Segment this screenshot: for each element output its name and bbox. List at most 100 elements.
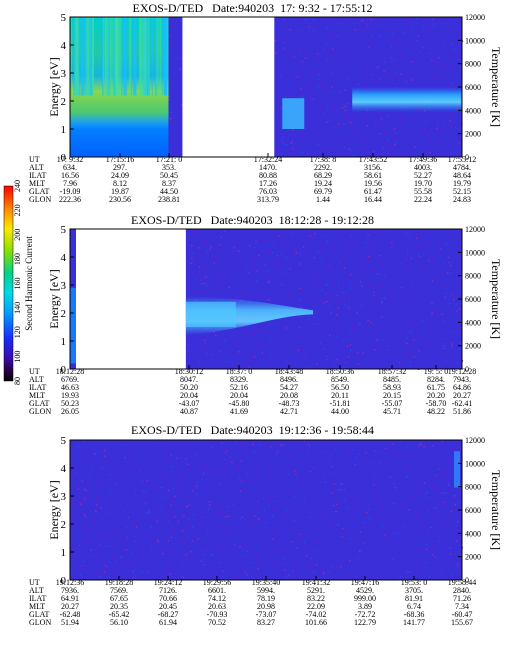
- table-cell: 2292.: [314, 163, 332, 172]
- table-cell: 20.35: [110, 602, 128, 611]
- orbit-table: UTALTILATMLTGLATGLON19:12:367936.64.9120…: [29, 578, 476, 627]
- table-cell: 20.15: [383, 391, 401, 400]
- band-core: [185, 301, 236, 327]
- table-cell: 71.26: [453, 594, 471, 603]
- table-cell: 83.27: [257, 618, 275, 627]
- table-cell: 141.77: [403, 618, 425, 627]
- table-cell: 22.24: [414, 195, 432, 204]
- y-right-tick-label: 12000: [465, 436, 485, 445]
- table-cell: 20.04: [230, 391, 248, 400]
- table-cell: 999.00: [354, 594, 376, 603]
- row-label: ALT: [29, 586, 44, 595]
- y-tick-label: 3: [61, 280, 67, 292]
- table-cell: 81.91: [405, 594, 423, 603]
- table-cell: 8047.: [180, 375, 198, 384]
- table-cell: 5291.: [307, 586, 325, 595]
- table-cell: 19.79: [453, 179, 471, 188]
- y-tick-label: 5: [61, 435, 67, 447]
- y-tick-label: 2: [61, 519, 67, 531]
- table-cell: 55.58: [414, 187, 432, 196]
- table-cell: 20.27: [453, 391, 471, 400]
- panel-3-title: EXOS-D/TED Date:940203 19:12:36 - 19:58:…: [131, 423, 374, 437]
- table-cell: 8329.: [230, 375, 248, 384]
- table-cell: 76.03: [259, 187, 277, 196]
- table-cell: -48.73: [279, 399, 300, 408]
- table-cell: 52.15: [453, 187, 471, 196]
- table-cell: 20.11: [331, 391, 349, 400]
- table-cell: 20.63: [208, 602, 226, 611]
- table-cell: 6.74: [407, 602, 421, 611]
- y-tick-label: 1: [61, 336, 67, 348]
- y-right-tick-label: 0: [465, 365, 469, 374]
- table-cell: 24.83: [453, 195, 471, 204]
- y-right-tick-label: 2000: [465, 342, 481, 351]
- table-cell: 67.65: [110, 594, 128, 603]
- table-cell: 17: 9:32: [57, 155, 83, 164]
- table-cell: 8549.: [331, 375, 349, 384]
- table-cell: 19.70: [414, 179, 432, 188]
- table-cell: 50.23: [61, 399, 79, 408]
- table-cell: 19:12:36: [56, 578, 84, 587]
- y-right-tick-label: 8000: [465, 483, 481, 492]
- table-cell: -62.41: [452, 399, 473, 408]
- y-right-tick-label: 10000: [465, 248, 485, 257]
- table-cell: 61.47: [364, 187, 382, 196]
- y-axis-right-label: Temperature [K]: [489, 47, 503, 127]
- row-label: UT: [29, 155, 40, 164]
- table-cell: 353.: [162, 163, 176, 172]
- y-tick-label: 4: [61, 463, 67, 475]
- row-label: GLAT: [29, 610, 50, 619]
- y-axis-label: Energy [eV]: [47, 480, 61, 539]
- table-cell: 4003.: [414, 163, 432, 172]
- table-cell: -43.07: [179, 399, 200, 408]
- table-cell: 64.91: [61, 594, 79, 603]
- table-cell: 17:38: 8: [310, 155, 336, 164]
- colorbar-tick-label: 80: [13, 377, 22, 385]
- colorbar-tick-label: 220: [13, 204, 22, 216]
- table-cell: 19: 5: 0: [424, 367, 448, 376]
- y-right-tick-label: 4000: [465, 106, 481, 115]
- table-cell: 83.22: [307, 594, 325, 603]
- table-cell: -68.27: [158, 610, 179, 619]
- table-cell: 18:12:28: [56, 367, 84, 376]
- table-cell: 2840.: [453, 586, 471, 595]
- table-cell: 24.09: [111, 171, 129, 180]
- table-cell: 8.37: [162, 179, 176, 188]
- y-right-tick-label: 8000: [465, 60, 481, 69]
- table-cell: 70.66: [159, 594, 177, 603]
- table-cell: 6769.: [61, 375, 79, 384]
- table-cell: 17:55:12: [448, 155, 476, 164]
- row-label: ALT: [29, 163, 44, 172]
- y-tick-label: 0: [61, 364, 67, 376]
- y-right-tick-label: 0: [465, 153, 469, 162]
- table-cell: 7943.: [453, 375, 471, 384]
- table-cell: 7126.: [159, 586, 177, 595]
- table-cell: 80.88: [259, 171, 277, 180]
- row-label: ILAT: [29, 594, 46, 603]
- colorbar-label: Second Harmonic Current: [24, 236, 34, 331]
- y-right-tick-label: 10000: [465, 36, 485, 45]
- table-cell: 52.27: [414, 171, 432, 180]
- table-cell: -60.47: [452, 610, 473, 619]
- table-cell: -19.09: [60, 187, 81, 196]
- table-cell: 42.71: [280, 407, 298, 416]
- y-tick-label: 5: [61, 224, 67, 236]
- table-cell: -45.80: [229, 399, 250, 408]
- table-cell: -58.70: [426, 399, 447, 408]
- table-cell: 48.64: [453, 171, 471, 180]
- table-cell: 17:49:36: [409, 155, 437, 164]
- table-cell: 18:43:48: [275, 367, 303, 376]
- table-cell: 297.: [113, 163, 127, 172]
- table-cell: 17:15:16: [106, 155, 134, 164]
- warm-band: [352, 87, 462, 113]
- table-cell: 44.50: [160, 187, 178, 196]
- row-label: MLT: [29, 179, 45, 188]
- table-cell: 50.20: [180, 383, 198, 392]
- row-label: ALT: [29, 375, 44, 384]
- y-tick-label: 4: [61, 40, 67, 52]
- table-cell: 20.98: [257, 602, 275, 611]
- noise-speckles: [70, 440, 463, 581]
- table-cell: 20.08: [280, 391, 298, 400]
- table-cell: 51.94: [61, 618, 79, 627]
- panel-2-title: EXOS-D/TED Date:940203 18:12:28 - 19:12:…: [131, 213, 374, 227]
